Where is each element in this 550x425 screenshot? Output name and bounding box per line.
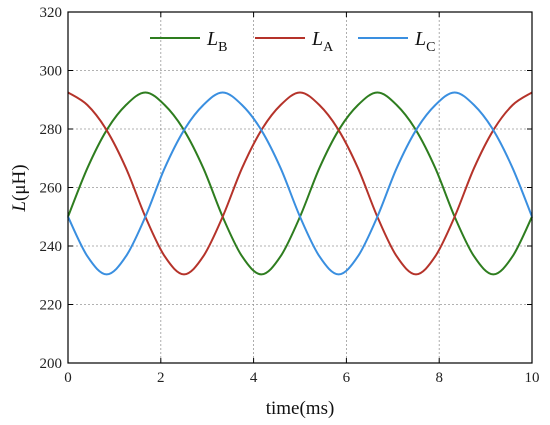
series-lines [67, 91, 533, 276]
series-line-b [67, 91, 533, 276]
x-tick-label: 8 [435, 370, 443, 386]
legend-subscript: A [323, 40, 334, 55]
x-tick-label: 2 [157, 370, 165, 386]
y-tick-label: 200 [40, 356, 63, 372]
legend-entry-b: LB [206, 28, 227, 55]
series-line-a [67, 91, 533, 276]
x-tick-label: 10 [525, 370, 540, 386]
x-tick-label: 6 [343, 370, 351, 386]
legend-symbol: L [414, 28, 426, 50]
y-axis-symbol: L [9, 201, 30, 213]
legend-entry-c: LC [414, 28, 435, 55]
y-tick-labels: 200 220 240 260 280 300 320 [40, 5, 63, 372]
legend-symbol: L [206, 28, 218, 50]
y-tick-label: 220 [40, 298, 63, 314]
y-tick-label: 300 [40, 64, 63, 80]
y-tick-label: 240 [40, 239, 63, 255]
y-tick-label: 260 [40, 181, 63, 197]
legend-entry-a: LA [311, 28, 334, 55]
x-tick-labels: 0 2 4 6 8 10 [64, 370, 539, 386]
legend-subscript: C [426, 40, 435, 55]
grid [68, 12, 532, 363]
y-tick-label: 320 [40, 5, 63, 21]
series-line-c [67, 91, 533, 276]
y-axis-unit: (μH) [9, 164, 30, 201]
x-axis-title: time(ms) [266, 398, 335, 419]
y-tick-label: 280 [40, 122, 63, 138]
legend: LB LA LC [150, 28, 435, 55]
legend-symbol: L [311, 28, 323, 50]
axis-ticks [67, 11, 533, 364]
x-tick-label: 4 [250, 370, 258, 386]
y-axis-title: L(μH) [9, 164, 30, 212]
legend-subscript: B [218, 40, 227, 55]
x-tick-label: 0 [64, 370, 72, 386]
